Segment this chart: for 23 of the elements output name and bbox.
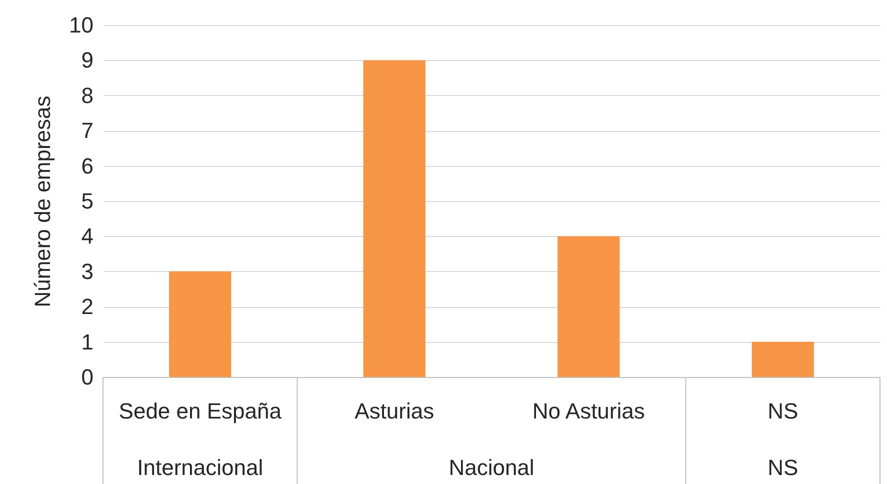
y-tick-label: 5 [81, 188, 94, 214]
y-tick-label: 6 [81, 153, 94, 178]
text: NS [768, 455, 798, 480]
y-tick-label: 9 [81, 48, 94, 73]
bar [558, 236, 620, 377]
y-tick-label: 2 [81, 294, 94, 320]
y-tick-label: 10 [69, 12, 94, 38]
y-tick-label: 0 [81, 364, 94, 390]
y-axis-title: Número de empresas [30, 96, 56, 308]
bar [363, 60, 426, 377]
y-tick-label: 7 [81, 118, 94, 144]
y-tick-label: 3 [81, 258, 94, 284]
y-tick-label: 8 [81, 82, 94, 108]
x-tick-label: Asturias [354, 398, 434, 424]
x-tick-label: NS [768, 398, 798, 424]
bar [752, 342, 814, 377]
y-tick-label: 4 [81, 224, 94, 249]
text: Nacional [448, 455, 534, 480]
y-tick-label: 1 [81, 329, 94, 354]
bar [169, 271, 232, 377]
x-tick-label: No Asturias [532, 398, 645, 424]
x-tick-label: Sede en España [118, 398, 282, 424]
text: Internacional [137, 455, 264, 480]
